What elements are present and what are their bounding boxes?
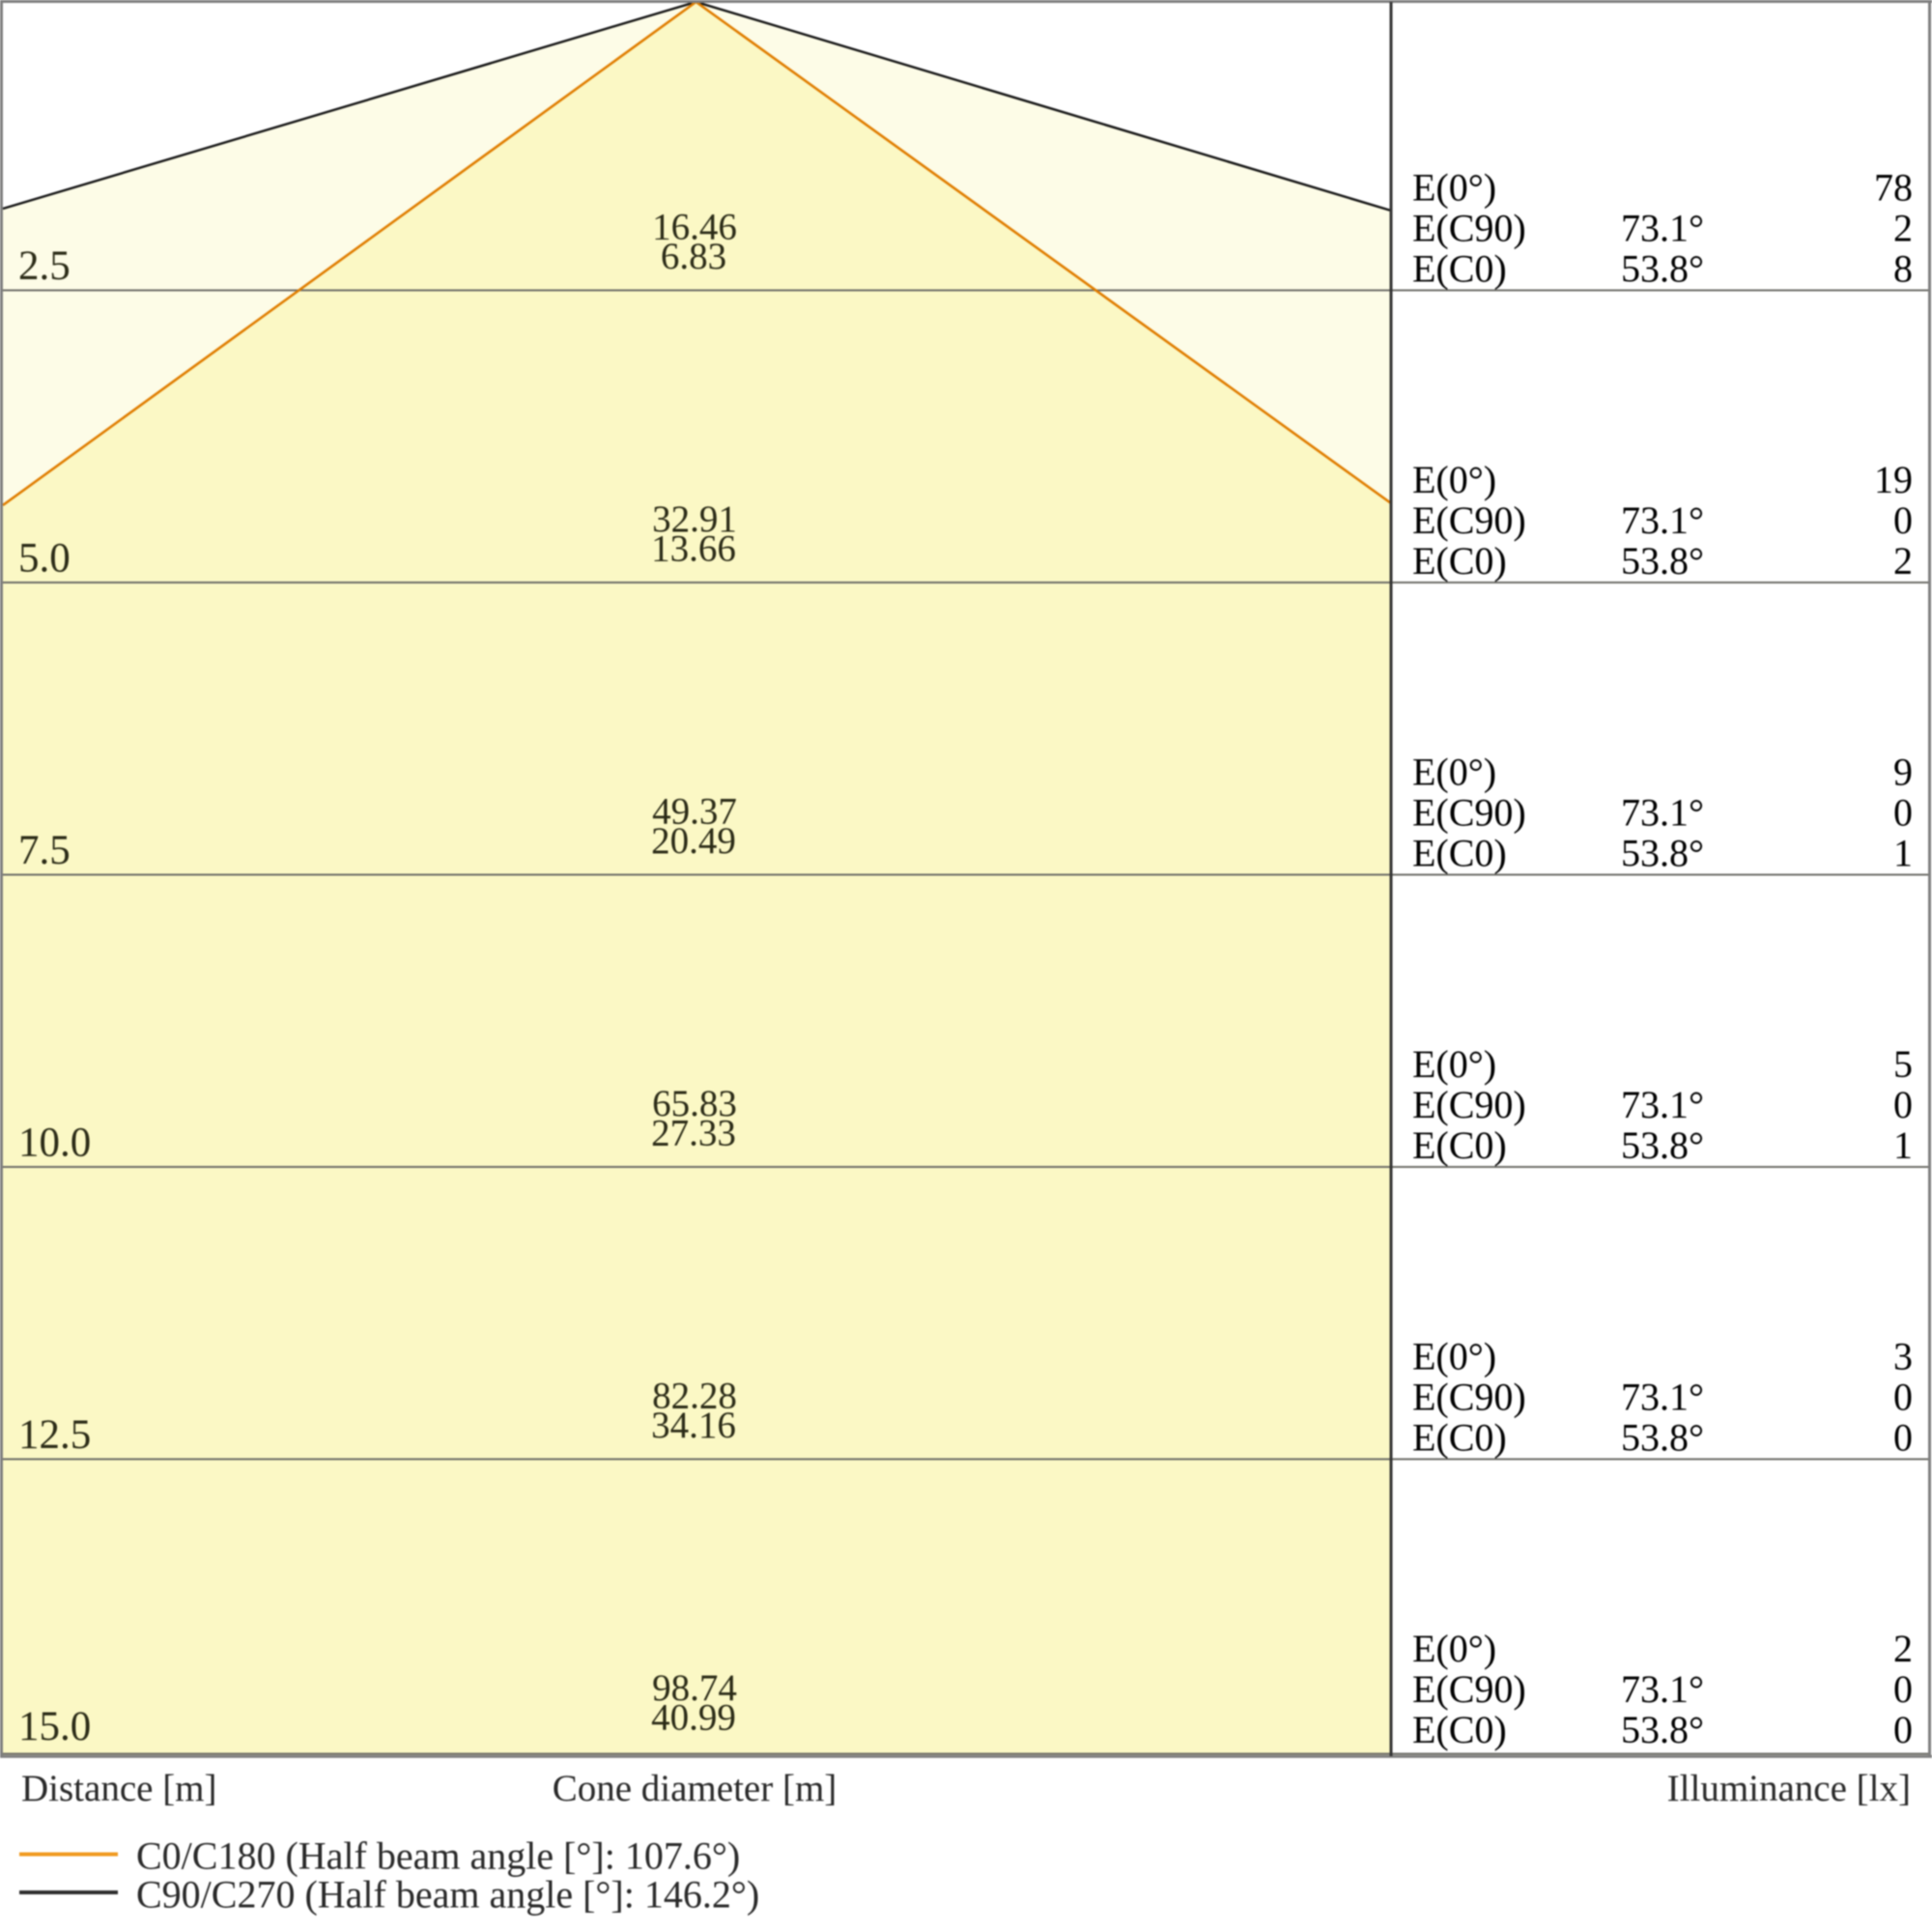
svg-text:0: 0	[1893, 1083, 1913, 1126]
svg-text:3: 3	[1893, 1335, 1913, 1378]
svg-text:E(C90): E(C90)	[1412, 207, 1526, 250]
svg-text:34.16: 34.16	[651, 1405, 736, 1446]
svg-text:Distance [m]: Distance [m]	[21, 1768, 217, 1809]
svg-text:E(0°): E(0°)	[1412, 1627, 1496, 1670]
svg-text:6.83: 6.83	[661, 236, 726, 277]
svg-text:C0/C180 (Half beam angle [°]:: C0/C180 (Half beam angle [°]: 107.6°)	[136, 1834, 740, 1878]
svg-text:E(C90): E(C90)	[1412, 1083, 1526, 1126]
svg-text:0: 0	[1893, 1708, 1913, 1751]
svg-text:73.1°: 73.1°	[1621, 207, 1704, 250]
svg-text:E(C0): E(C0)	[1412, 247, 1507, 291]
svg-text:0: 0	[1893, 1416, 1913, 1460]
svg-text:5.0: 5.0	[18, 536, 71, 582]
svg-text:2.5: 2.5	[18, 243, 71, 289]
svg-text:8: 8	[1893, 247, 1913, 291]
svg-text:73.1°: 73.1°	[1621, 498, 1704, 542]
svg-text:0: 0	[1893, 1376, 1913, 1419]
svg-text:16.46: 16.46	[652, 207, 737, 248]
svg-text:E(0°): E(0°)	[1412, 751, 1496, 794]
svg-text:19: 19	[1874, 458, 1913, 501]
svg-text:2: 2	[1893, 1627, 1913, 1670]
svg-text:65.83: 65.83	[652, 1083, 737, 1124]
svg-text:82.28: 82.28	[652, 1376, 737, 1417]
svg-text:E(0°): E(0°)	[1412, 1042, 1496, 1086]
svg-text:Illuminance [lx]: Illuminance [lx]	[1667, 1768, 1911, 1809]
svg-text:E(0°): E(0°)	[1412, 166, 1496, 210]
svg-text:E(C90): E(C90)	[1412, 1376, 1526, 1419]
svg-text:E(C0): E(C0)	[1412, 539, 1507, 582]
svg-text:Cone diameter [m]: Cone diameter [m]	[553, 1768, 838, 1809]
svg-text:5: 5	[1893, 1042, 1913, 1086]
svg-text:E(0°): E(0°)	[1412, 458, 1496, 501]
svg-text:40.99: 40.99	[651, 1697, 736, 1739]
svg-text:53.8°: 53.8°	[1621, 247, 1704, 291]
svg-text:1: 1	[1893, 832, 1913, 875]
svg-text:78: 78	[1874, 166, 1913, 210]
svg-text:2: 2	[1893, 539, 1913, 582]
svg-text:53.8°: 53.8°	[1621, 1123, 1704, 1167]
svg-text:E(C90): E(C90)	[1412, 1667, 1526, 1711]
svg-text:20.49: 20.49	[651, 820, 736, 862]
svg-text:98.74: 98.74	[652, 1667, 737, 1709]
svg-text:49.37: 49.37	[652, 791, 737, 833]
svg-text:C90/C270 (Half beam angle [°]:: C90/C270 (Half beam angle [°]: 146.2°)	[136, 1873, 759, 1917]
svg-text:73.1°: 73.1°	[1621, 1376, 1704, 1419]
svg-text:73.1°: 73.1°	[1621, 1667, 1704, 1711]
svg-text:7.5: 7.5	[18, 828, 71, 873]
svg-text:15.0: 15.0	[18, 1704, 91, 1749]
svg-text:E(C0): E(C0)	[1412, 1123, 1507, 1167]
svg-text:2: 2	[1893, 207, 1913, 250]
svg-text:0: 0	[1893, 498, 1913, 542]
svg-text:10.0: 10.0	[18, 1121, 91, 1166]
svg-text:E(C90): E(C90)	[1412, 498, 1526, 542]
svg-text:32.91: 32.91	[652, 498, 737, 540]
svg-text:53.8°: 53.8°	[1621, 539, 1704, 582]
svg-text:73.1°: 73.1°	[1621, 791, 1704, 835]
svg-text:E(C90): E(C90)	[1412, 791, 1526, 835]
svg-text:13.66: 13.66	[651, 528, 736, 570]
svg-text:E(C0): E(C0)	[1412, 1416, 1507, 1460]
svg-text:9: 9	[1893, 751, 1913, 794]
svg-text:53.8°: 53.8°	[1621, 1416, 1704, 1460]
svg-text:E(C0): E(C0)	[1412, 832, 1507, 875]
svg-text:E(C0): E(C0)	[1412, 1708, 1507, 1751]
svg-text:0: 0	[1893, 1667, 1913, 1711]
svg-text:12.5: 12.5	[18, 1412, 91, 1458]
svg-text:1: 1	[1893, 1123, 1913, 1167]
svg-text:53.8°: 53.8°	[1621, 1708, 1704, 1751]
svg-text:27.33: 27.33	[651, 1113, 736, 1154]
svg-text:53.8°: 53.8°	[1621, 832, 1704, 875]
svg-text:73.1°: 73.1°	[1621, 1083, 1704, 1126]
svg-text:0: 0	[1893, 791, 1913, 835]
svg-text:E(0°): E(0°)	[1412, 1335, 1496, 1378]
